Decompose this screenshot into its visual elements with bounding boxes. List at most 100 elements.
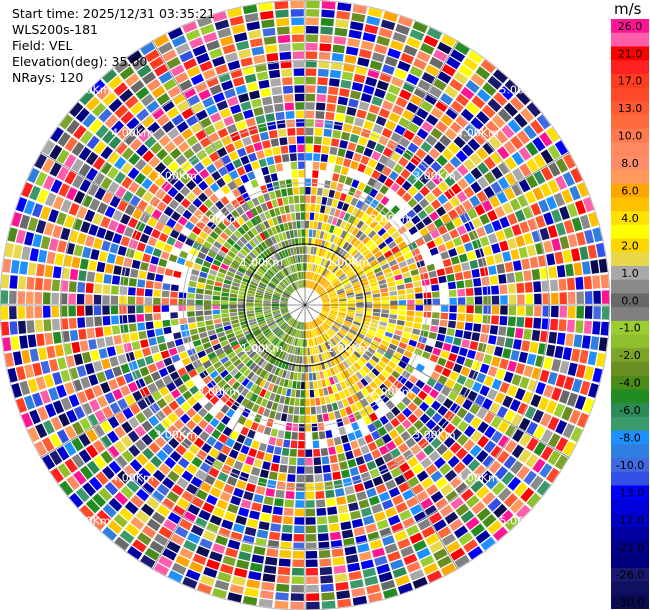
- velocity-cell: [325, 320, 332, 326]
- velocity-cell: [289, 256, 294, 265]
- velocity-cell: [297, 347, 301, 355]
- velocity-cell: [98, 348, 108, 359]
- velocity-cell: [538, 199, 550, 213]
- velocity-cell: [294, 525, 305, 534]
- velocity-cell: [326, 261, 333, 269]
- velocity-cell: [368, 243, 377, 251]
- velocity-cell: [117, 354, 127, 365]
- velocity-cell: [363, 515, 375, 526]
- velocity-cell: [445, 378, 456, 389]
- velocity-cell: [220, 340, 229, 347]
- velocity-cell: [163, 357, 173, 367]
- velocity-cell: [277, 430, 285, 439]
- velocity-cell: [213, 120, 225, 131]
- velocity-cell: [202, 342, 212, 350]
- velocity-cell: [581, 261, 591, 275]
- velocity-cell: [56, 384, 67, 398]
- velocity-cell: [179, 250, 189, 259]
- velocity-cell: [295, 321, 299, 329]
- velocity-cell: [108, 378, 119, 391]
- velocity-cell: [93, 360, 103, 372]
- velocity-cell: [187, 396, 198, 407]
- velocity-cell: [333, 436, 342, 446]
- velocity-cell: [273, 338, 280, 346]
- velocity-cell: [394, 236, 404, 245]
- velocity-cell: [265, 556, 278, 566]
- velocity-cell: [515, 363, 526, 375]
- velocity-cell: [339, 210, 346, 220]
- velocity-cell: [274, 315, 282, 320]
- velocity-cell: [452, 363, 463, 374]
- velocity-cell: [213, 314, 221, 320]
- velocity-cell: [216, 422, 226, 433]
- velocity-cell: [288, 144, 297, 153]
- velocity-cell: [416, 50, 431, 63]
- velocity-cell: [229, 312, 238, 317]
- velocity-cell: [48, 209, 59, 223]
- velocity-cell: [169, 371, 180, 381]
- velocity-cell: [54, 253, 64, 266]
- velocity-cell: [305, 491, 315, 500]
- velocity-cell: [154, 533, 169, 546]
- velocity-cell: [192, 186, 203, 197]
- velocity-cell: [437, 357, 447, 367]
- velocity-cell: [469, 259, 479, 269]
- velocity-cell: [281, 352, 287, 360]
- velocity-cell: [330, 309, 338, 312]
- velocity-cell: [450, 547, 466, 561]
- velocity-cell: [224, 88, 236, 99]
- velocity-cell: [518, 146, 532, 161]
- velocity-cell: [337, 148, 346, 157]
- velocity-cell: [523, 270, 532, 281]
- velocity-cell: [134, 172, 146, 185]
- velocity-cell: [386, 347, 395, 356]
- velocity-cell: [302, 322, 304, 330]
- velocity-cell: [140, 42, 156, 56]
- velocity-cell: [350, 403, 359, 413]
- velocity-cell: [388, 84, 401, 96]
- velocity-cell: [87, 183, 99, 197]
- velocity-cell: [326, 368, 332, 377]
- velocity-cell: [327, 386, 334, 395]
- velocity-cell: [68, 293, 76, 305]
- velocity-cell: [470, 181, 482, 194]
- velocity-cell: [331, 303, 339, 305]
- velocity-cell: [254, 225, 262, 234]
- velocity-cell: [341, 131, 351, 141]
- velocity-cell: [402, 81, 416, 93]
- velocity-cell: [365, 216, 374, 226]
- velocity-cell: [296, 474, 305, 483]
- velocity-cell: [32, 233, 43, 248]
- velocity-cell: [289, 230, 294, 239]
- velocity-cell: [396, 347, 405, 355]
- velocity-cell: [186, 431, 198, 443]
- velocity-cell: [121, 435, 133, 448]
- velocity-cell: [89, 198, 101, 211]
- velocity-cell: [34, 441, 48, 457]
- velocity-cell: [371, 547, 385, 558]
- velocity-cell: [483, 223, 494, 235]
- velocity-cell: [249, 251, 257, 259]
- velocity-cell: [215, 389, 225, 399]
- velocity-cell: [276, 18, 290, 27]
- velocity-cell: [180, 413, 191, 424]
- velocity-cell: [261, 326, 269, 333]
- velocity-cell: [482, 82, 497, 96]
- velocity-cell: [177, 367, 187, 377]
- velocity-cell: [153, 313, 162, 321]
- velocity-cell: [237, 375, 246, 384]
- velocity-cell: [159, 386, 170, 397]
- velocity-cell: [386, 276, 395, 283]
- velocity-cell: [121, 421, 133, 434]
- velocity-cell: [337, 292, 346, 296]
- velocity-cell: [259, 379, 266, 388]
- velocity-cell: [331, 217, 338, 226]
- velocity-cell: [309, 389, 315, 398]
- velocity-cell: [337, 400, 344, 409]
- velocity-cell: [333, 335, 341, 343]
- velocity-cell: [268, 257, 275, 265]
- velocity-cell: [390, 300, 398, 305]
- velocity-cell: [279, 206, 286, 215]
- velocity-cell: [479, 333, 489, 343]
- velocity-cell: [329, 69, 342, 79]
